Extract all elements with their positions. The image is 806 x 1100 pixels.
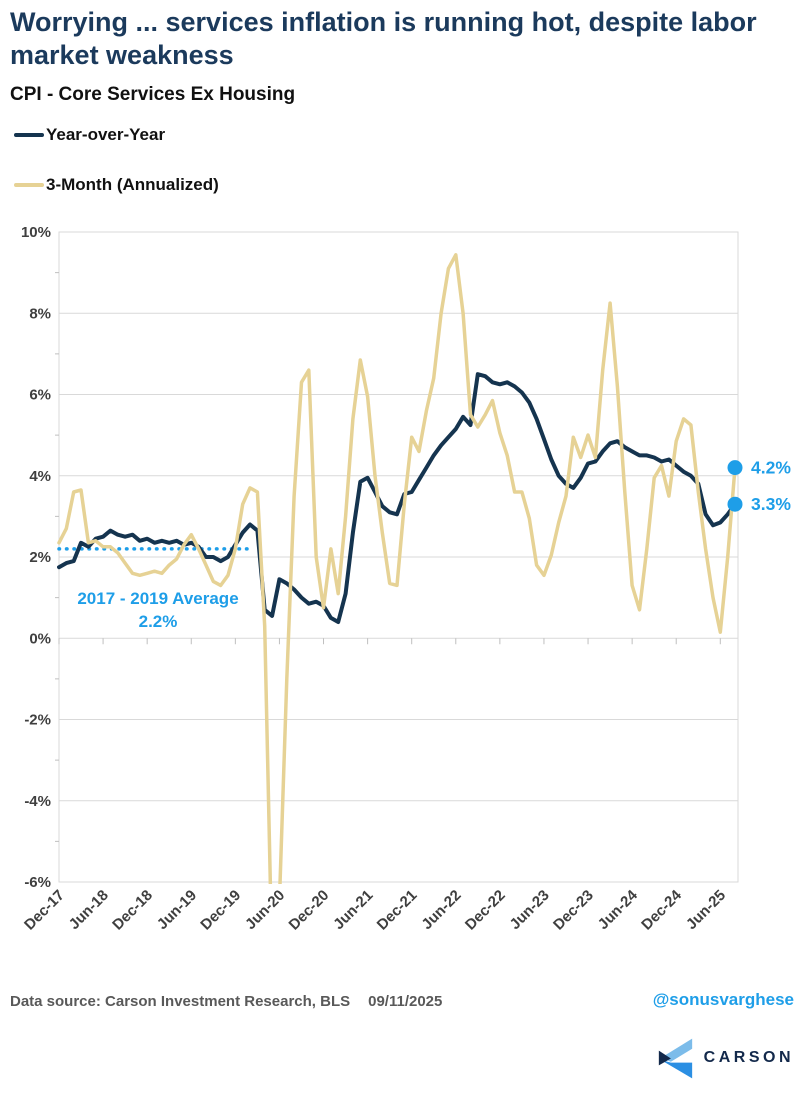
end-marker-dot [727,496,743,512]
x-axis-label: Jun-24 [595,886,642,933]
line-chart: 10% 8% 6% 4% 2% 0% -2% -4% -6%Dec-17Jun-18Dec-18… [21,224,791,934]
data-source-text: Data source: Carson Investment Research,… [10,993,351,1010]
y-axis-label: 8% [29,305,51,322]
end-marker-label: 3.3% [751,494,791,514]
y-axis-label: -4% [24,793,51,810]
twitter-handle: @sonusvarghese [652,990,794,1009]
y-axis-label: 0% [29,630,51,647]
y-axis-label: 6% [29,387,51,404]
x-axis-label: Dec-23 [550,887,597,934]
data-source-note: Data source: Carson Investment Research,… [10,993,442,1010]
carson-logo-text: CARSON [703,1049,794,1066]
legend-label-3month: 3-Month (Annualized) [46,175,219,194]
y-axis-label: 4% [29,468,51,485]
x-axis-label: Jun-22 [418,887,464,933]
x-axis-label: Jun-25 [683,887,729,933]
x-axis-label: Dec-22 [462,887,509,934]
legend-item-3month: 3-Month (Annualized) [14,175,219,195]
average-annotation-line2: 2.2% [139,612,178,631]
carson-logo-icon [658,1038,692,1079]
y-axis-label: 2% [29,549,51,566]
yoy-line-swatch [14,133,44,137]
x-axis-label: Jun-19 [154,887,200,933]
x-axis-label: Jun-23 [507,887,553,933]
chart-subtitle: CPI - Core Services Ex Housing [10,84,296,105]
x-axis-label: Jun-21 [330,887,376,933]
y-axis-label: -2% [24,712,51,729]
chart-date: 09/11/2025 [368,993,443,1010]
y-axis-label: 10% [21,224,51,241]
x-axis-label: Dec-19 [197,887,244,934]
x-axis-label: Jun-20 [242,887,288,933]
carson-logo: CARSON [657,1036,794,1080]
x-axis-label: Dec-18 [109,887,156,934]
x-axis-label: Jun-18 [66,887,112,933]
x-axis-label: Dec-17 [21,887,68,934]
three-month-line-swatch [14,183,44,187]
x-axis-label: Dec-24 [638,886,685,933]
y-axis-label: -6% [24,874,51,891]
end-marker-label: 4.2% [751,458,791,478]
x-axis-label: Dec-20 [286,887,333,934]
average-annotation-line1: 2017 - 2019 Average [77,589,238,608]
page-title: Worrying ... services inflation is runni… [10,7,757,70]
legend-label-yoy: Year-over-Year [46,125,166,144]
legend-item-yoy: Year-over-Year [14,125,165,145]
x-axis-label: Dec-21 [374,887,421,934]
end-marker-dot [727,460,743,476]
three-month-line [57,253,737,884]
